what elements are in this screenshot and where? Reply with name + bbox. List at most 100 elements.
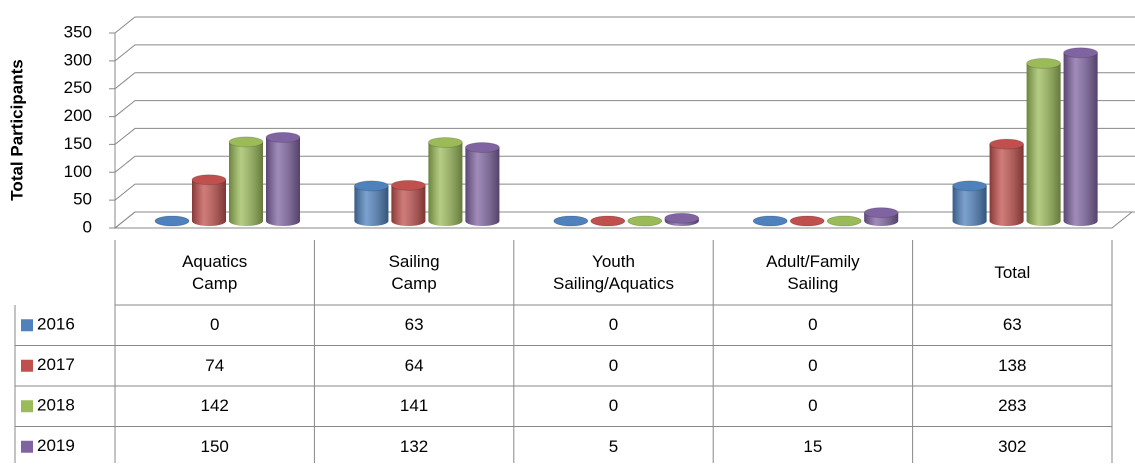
bar — [465, 142, 499, 226]
table-cell: 0 — [514, 386, 713, 427]
bar — [790, 216, 824, 226]
legend-swatch — [21, 441, 33, 453]
bar-shade — [428, 142, 462, 221]
table-cell: 0 — [514, 346, 713, 387]
table-cell: 0 — [115, 305, 314, 346]
bar-top — [753, 216, 787, 226]
table-cell: 0 — [713, 346, 912, 387]
bar-top — [790, 216, 824, 226]
y-tick-label: 50 — [73, 190, 92, 209]
bar-top — [1064, 48, 1098, 58]
bar-bottom-shade — [1027, 216, 1061, 226]
table-cell: 63 — [314, 305, 513, 346]
y-tick-label: 200 — [64, 106, 92, 125]
table-cell: 74 — [115, 346, 314, 387]
header-cell: Sailing Camp — [314, 240, 513, 305]
legend-label: 2018 — [37, 396, 75, 415]
bar-top — [827, 216, 861, 226]
bar-bottom-shade — [192, 216, 226, 226]
table-cell: 5 — [514, 427, 713, 467]
category-label: Adult/Family Sailing — [766, 251, 860, 295]
legend-swatch — [21, 360, 33, 372]
y-tick-label: 0 — [83, 217, 92, 236]
table-cell: 0 — [713, 305, 912, 346]
bar-shade — [465, 147, 499, 221]
bar-top — [665, 213, 699, 223]
y-tick-label: 250 — [64, 78, 92, 97]
bar — [155, 216, 189, 226]
bar-top — [591, 216, 625, 226]
bar-shade — [266, 137, 300, 221]
header-cell: Aquatics Camp — [115, 240, 314, 305]
category-label: Total — [994, 262, 1030, 284]
bar-top — [229, 137, 263, 147]
bar-top — [1027, 58, 1061, 68]
bar — [391, 180, 425, 226]
bar — [591, 216, 625, 226]
bar-bottom-shade — [266, 216, 300, 226]
bar — [554, 216, 588, 226]
table-cell: 64 — [314, 346, 513, 387]
bar-shade — [192, 180, 226, 221]
table-cell: 63 — [913, 305, 1112, 346]
bar-top — [990, 139, 1024, 149]
bar — [665, 213, 699, 226]
table-cell: 0 — [713, 386, 912, 427]
bar-top — [428, 137, 462, 147]
grid-line — [109, 45, 1135, 61]
bar-bottom-shade — [990, 216, 1024, 226]
bar — [628, 216, 662, 226]
header-cell: Youth Sailing/Aquatics — [514, 240, 713, 305]
header-cell: Adult/Family Sailing — [713, 240, 912, 305]
bar-bottom-shade — [391, 216, 425, 226]
y-tick-label: 100 — [64, 162, 92, 181]
y-tick-label: 150 — [64, 134, 92, 153]
legend-swatch — [21, 319, 33, 331]
bar-shade — [1064, 53, 1098, 221]
bar-bottom-shade — [953, 216, 987, 226]
bar — [953, 181, 987, 226]
bar-shade — [229, 142, 263, 221]
table-cell: 141 — [314, 386, 513, 427]
table-cell: 15 — [713, 427, 912, 467]
header-cell: Total — [913, 240, 1112, 305]
bar-bottom-shade — [465, 216, 499, 226]
bar-bottom-shade — [354, 216, 388, 226]
bar — [354, 181, 388, 226]
table-cell: 138 — [913, 346, 1112, 387]
category-label: Aquatics Camp — [182, 251, 247, 295]
bar-top — [554, 216, 588, 226]
table-cell: 283 — [913, 386, 1112, 427]
legend-label: 2016 — [37, 315, 75, 334]
table-cell: 132 — [314, 427, 513, 467]
category-label: Youth Sailing/Aquatics — [553, 251, 674, 295]
legend-swatch — [21, 400, 33, 412]
bar — [864, 208, 898, 226]
bar-shade — [1027, 63, 1061, 221]
bar-top — [354, 181, 388, 191]
y-axis-label: Total Participants — [7, 59, 26, 200]
bar-bottom-shade — [1064, 216, 1098, 226]
bar — [827, 216, 861, 226]
bar-top — [266, 132, 300, 142]
bar — [428, 137, 462, 226]
bar-bottom-shade — [428, 216, 462, 226]
y-tick-label: 300 — [64, 50, 92, 69]
bar — [990, 139, 1024, 226]
grid-line — [109, 73, 1135, 89]
bar-top — [953, 181, 987, 191]
bar — [229, 137, 263, 226]
bar-top — [465, 142, 499, 152]
table-cell: 142 — [115, 386, 314, 427]
legend-label: 2019 — [37, 436, 75, 455]
bar-top — [864, 208, 898, 218]
bar — [192, 175, 226, 226]
bar-top — [192, 175, 226, 185]
bar — [266, 132, 300, 226]
bar-top — [628, 216, 662, 226]
table-cell: 302 — [913, 427, 1112, 467]
legend-label: 2017 — [37, 355, 75, 374]
bar-top — [391, 180, 425, 190]
table-cell: 0 — [514, 305, 713, 346]
